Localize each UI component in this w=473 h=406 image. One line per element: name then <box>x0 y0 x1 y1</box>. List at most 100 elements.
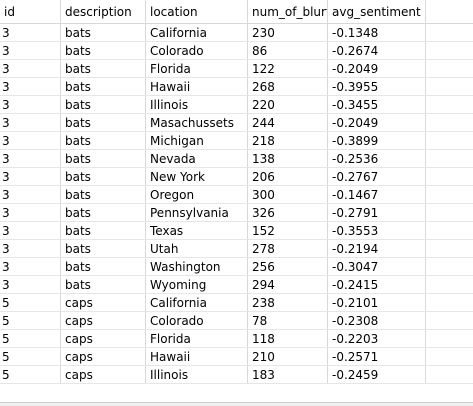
column-header-num-of-blurts[interactable]: num_of_blurts <box>248 0 328 24</box>
cell-avg-sentiment[interactable]: -0.1467 <box>328 186 426 203</box>
cell-id[interactable]: 5 <box>0 294 61 311</box>
table-row[interactable]: 5 caps California 238 -0.2101 <box>0 294 473 312</box>
cell-id[interactable]: 3 <box>0 132 61 149</box>
cell-id[interactable]: 5 <box>0 330 61 347</box>
cell-description[interactable]: bats <box>61 114 146 131</box>
cell-num-of-blurts[interactable]: 268 <box>248 78 328 95</box>
cell-description[interactable]: bats <box>61 204 146 221</box>
table-row[interactable]: 3 bats Utah 278 -0.2194 <box>0 240 473 258</box>
cell-id[interactable]: 3 <box>0 114 61 131</box>
table-row[interactable]: 3 bats Pennsylvania 326 -0.2791 <box>0 204 473 222</box>
cell-location[interactable]: Colorado <box>146 42 248 59</box>
horizontal-scrollbar[interactable] <box>0 402 473 406</box>
cell-id[interactable]: 3 <box>0 96 61 113</box>
cell-avg-sentiment[interactable]: -0.3455 <box>328 96 426 113</box>
cell-avg-sentiment[interactable]: -0.3047 <box>328 258 426 275</box>
table-row[interactable]: 3 bats Oregon 300 -0.1467 <box>0 186 473 204</box>
cell-avg-sentiment[interactable]: -0.2049 <box>328 114 426 131</box>
cell-description[interactable]: caps <box>61 366 146 383</box>
column-header-description[interactable]: description <box>61 0 146 24</box>
cell-location[interactable]: Texas <box>146 222 248 239</box>
table-row[interactable]: 3 bats California 230 -0.1348 <box>0 24 473 42</box>
cell-num-of-blurts[interactable]: 206 <box>248 168 328 185</box>
cell-location[interactable]: Washington <box>146 258 248 275</box>
column-header-id[interactable]: id <box>0 0 61 24</box>
cell-id[interactable]: 3 <box>0 60 61 77</box>
cell-id[interactable]: 3 <box>0 240 61 257</box>
cell-description[interactable]: bats <box>61 240 146 257</box>
cell-id[interactable]: 5 <box>0 312 61 329</box>
cell-location[interactable]: Illinois <box>146 366 248 383</box>
cell-num-of-blurts[interactable]: 294 <box>248 276 328 293</box>
table-row[interactable]: 5 caps Colorado 78 -0.2308 <box>0 312 473 330</box>
cell-description[interactable]: caps <box>61 294 146 311</box>
cell-description[interactable]: bats <box>61 60 146 77</box>
cell-num-of-blurts[interactable]: 183 <box>248 366 328 383</box>
column-header-location[interactable]: location <box>146 0 248 24</box>
cell-num-of-blurts[interactable]: 278 <box>248 240 328 257</box>
cell-avg-sentiment[interactable]: -0.2308 <box>328 312 426 329</box>
cell-avg-sentiment[interactable]: -0.2101 <box>328 294 426 311</box>
cell-avg-sentiment[interactable]: -0.3899 <box>328 132 426 149</box>
cell-num-of-blurts[interactable]: 300 <box>248 186 328 203</box>
table-row[interactable]: 3 bats Masachussets 244 -0.2049 <box>0 114 473 132</box>
cell-num-of-blurts[interactable]: 218 <box>248 132 328 149</box>
cell-location[interactable]: Colorado <box>146 312 248 329</box>
cell-id[interactable]: 3 <box>0 258 61 275</box>
cell-location[interactable]: Nevada <box>146 150 248 167</box>
cell-id[interactable]: 3 <box>0 186 61 203</box>
cell-description[interactable]: bats <box>61 168 146 185</box>
cell-location[interactable]: Michigan <box>146 132 248 149</box>
cell-location[interactable]: Utah <box>146 240 248 257</box>
cell-num-of-blurts[interactable]: 220 <box>248 96 328 113</box>
cell-avg-sentiment[interactable]: -0.2571 <box>328 348 426 365</box>
cell-avg-sentiment[interactable]: -0.2459 <box>328 366 426 383</box>
cell-avg-sentiment[interactable]: -0.2194 <box>328 240 426 257</box>
cell-description[interactable]: bats <box>61 222 146 239</box>
cell-avg-sentiment[interactable]: -0.3955 <box>328 78 426 95</box>
cell-avg-sentiment[interactable]: -0.2674 <box>328 42 426 59</box>
table-row[interactable]: 3 bats Michigan 218 -0.3899 <box>0 132 473 150</box>
cell-location[interactable]: Oregon <box>146 186 248 203</box>
cell-location[interactable]: New York <box>146 168 248 185</box>
cell-id[interactable]: 3 <box>0 150 61 167</box>
cell-description[interactable]: bats <box>61 150 146 167</box>
cell-description[interactable]: bats <box>61 42 146 59</box>
cell-num-of-blurts[interactable]: 326 <box>248 204 328 221</box>
cell-avg-sentiment[interactable]: -0.3553 <box>328 222 426 239</box>
cell-num-of-blurts[interactable]: 256 <box>248 258 328 275</box>
column-header-avg-sentiment[interactable]: avg_sentiment <box>328 0 426 24</box>
table-row[interactable]: 5 caps Florida 118 -0.2203 <box>0 330 473 348</box>
cell-description[interactable]: bats <box>61 24 146 41</box>
cell-id[interactable]: 3 <box>0 204 61 221</box>
table-row[interactable]: 3 bats Washington 256 -0.3047 <box>0 258 473 276</box>
cell-id[interactable]: 3 <box>0 276 61 293</box>
cell-avg-sentiment[interactable]: -0.2791 <box>328 204 426 221</box>
cell-description[interactable]: caps <box>61 330 146 347</box>
cell-description[interactable]: bats <box>61 78 146 95</box>
cell-avg-sentiment[interactable]: -0.1348 <box>328 24 426 41</box>
table-row[interactable]: 3 bats Nevada 138 -0.2536 <box>0 150 473 168</box>
cell-description[interactable]: bats <box>61 132 146 149</box>
table-row[interactable]: 3 bats Illinois 220 -0.3455 <box>0 96 473 114</box>
cell-num-of-blurts[interactable]: 210 <box>248 348 328 365</box>
cell-num-of-blurts[interactable]: 122 <box>248 60 328 77</box>
cell-location[interactable]: Florida <box>146 330 248 347</box>
cell-id[interactable]: 3 <box>0 78 61 95</box>
cell-id[interactable]: 3 <box>0 42 61 59</box>
cell-avg-sentiment[interactable]: -0.2049 <box>328 60 426 77</box>
cell-location[interactable]: Florida <box>146 60 248 77</box>
cell-description[interactable]: bats <box>61 186 146 203</box>
cell-location[interactable]: Pennsylvania <box>146 204 248 221</box>
cell-id[interactable]: 3 <box>0 24 61 41</box>
cell-avg-sentiment[interactable]: -0.2536 <box>328 150 426 167</box>
table-row[interactable]: 3 bats Texas 152 -0.3553 <box>0 222 473 240</box>
cell-num-of-blurts[interactable]: 244 <box>248 114 328 131</box>
cell-description[interactable]: bats <box>61 258 146 275</box>
cell-location[interactable]: California <box>146 24 248 41</box>
table-row[interactable]: 5 caps Illinois 183 -0.2459 <box>0 366 473 384</box>
cell-description[interactable]: bats <box>61 276 146 293</box>
table-row[interactable]: 3 bats New York 206 -0.2767 <box>0 168 473 186</box>
table-row[interactable]: 3 bats Colorado 86 -0.2674 <box>0 42 473 60</box>
cell-description[interactable]: caps <box>61 312 146 329</box>
